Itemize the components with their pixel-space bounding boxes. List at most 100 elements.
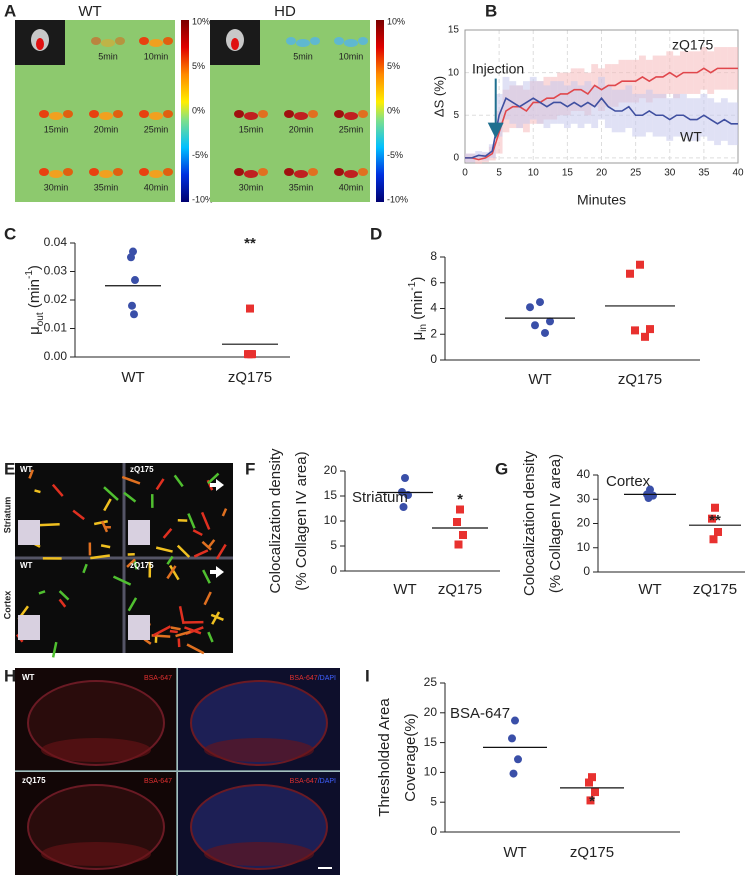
signal-blob [308,110,318,118]
image-label: zQ175 [130,465,154,474]
y-axis-label: ΔS (%) [431,76,446,117]
time-label: 15min [239,124,264,134]
signal-blob [358,37,368,45]
time-label: 30min [239,182,264,192]
y-tick-label: 2 [430,326,437,340]
vessel-streak [88,542,92,556]
y-tick-label: 10 [577,540,591,554]
arrow-icon [210,479,224,491]
signal-blob [334,168,344,176]
signal-blob [139,37,149,45]
vessel-streak [133,560,138,570]
stain-label: BSA-647 [144,675,172,682]
arrow-icon [210,566,224,578]
stain-name: BSA-647 [290,778,318,785]
x-tick-label: WT [638,581,661,598]
data-point [127,253,135,262]
y-tick-label: 15 [324,488,338,502]
time-label: 20min [289,124,314,134]
panel-letter: E [4,459,15,478]
vessel-streak [173,474,184,488]
color-bar-label: -10% [387,194,408,204]
vessel-streak [126,558,136,568]
x-tick-label: WT [528,371,551,388]
x-tick-label: WT [121,369,144,386]
vessel-streak [100,544,111,549]
signal-blob [139,168,149,176]
image-label: WT [22,673,35,682]
color-bar-label: 0% [387,105,400,115]
y-tick-label: 0 [430,824,437,838]
y-axis-label-part: Colocalization density [267,448,284,594]
stain-label: BSA-647 [144,778,172,785]
x-tick-label: 15 [562,168,574,179]
x-tick-label: 40 [732,168,744,179]
vessel-streak [177,519,188,522]
panel-letter: D [370,224,382,243]
signal-blob [244,170,258,178]
color-bar-label: -10% [192,194,213,204]
vessel-streak [100,520,109,533]
data-point [709,535,718,544]
data-point [714,527,722,536]
y-axis-label-part: (% Collagen IV area) [293,451,310,590]
y-tick-label: 10 [324,513,338,527]
panel-subtitle: Striatum [352,489,408,506]
inset-thumb [128,615,150,640]
y-axis-label: Colocalization density [521,450,538,596]
signal-blob [163,168,173,176]
signal-blob [139,110,149,118]
time-label: 20min [94,124,119,134]
data-point [541,328,549,337]
signal-blob [284,168,294,176]
data-point [588,773,596,782]
data-point [509,769,518,778]
thumbnail-roi [231,38,239,50]
y-axis-label-part: Thresholded Area [376,698,393,817]
vessel-streak [58,590,70,601]
vessel-streak [93,520,108,526]
signal-blob [99,170,113,178]
panel-letter: A [4,1,16,20]
vessel-streak [112,575,132,586]
data-point [711,503,719,512]
vessel-streak [103,486,119,501]
vessel-streak [192,529,203,537]
signal-blob [91,37,101,45]
y-axis-label-part: ) [409,277,426,282]
vessel-streak [175,630,191,638]
time-label: 10min [144,51,169,61]
signal-blob [63,168,73,176]
x-tick-label: zQ175 [570,844,614,861]
significance: * [589,793,595,810]
data-point [131,276,139,285]
data-point [585,778,593,787]
x-tick-label: 30 [664,168,676,179]
vessel-streak [207,631,214,643]
vessel-streak [152,625,172,637]
signal-blob [149,170,163,178]
vessel-streak [200,511,211,530]
x-tick-label: zQ175 [228,369,272,386]
x-tick-label: 0 [462,168,468,179]
stain-name: /DAPI [318,778,336,785]
significance: ** [709,512,721,529]
signal-blob [334,110,344,118]
signal-blob [344,112,358,120]
time-label: 15min [44,124,69,134]
data-point [591,788,599,797]
vessel-streak [184,620,204,624]
data-point [708,514,716,523]
time-label: 25min [339,124,364,134]
region-label: Cortex [2,591,12,620]
y-axis-label: Colocalization density [267,448,284,594]
signal-blob [334,37,344,45]
time-label: 25min [144,124,169,134]
vessel-streak [207,472,220,485]
signal-blob [258,168,268,176]
data-point [531,321,539,330]
data-point [546,317,554,326]
vessel-streak [170,626,181,631]
y-tick-label: 20 [577,516,591,530]
